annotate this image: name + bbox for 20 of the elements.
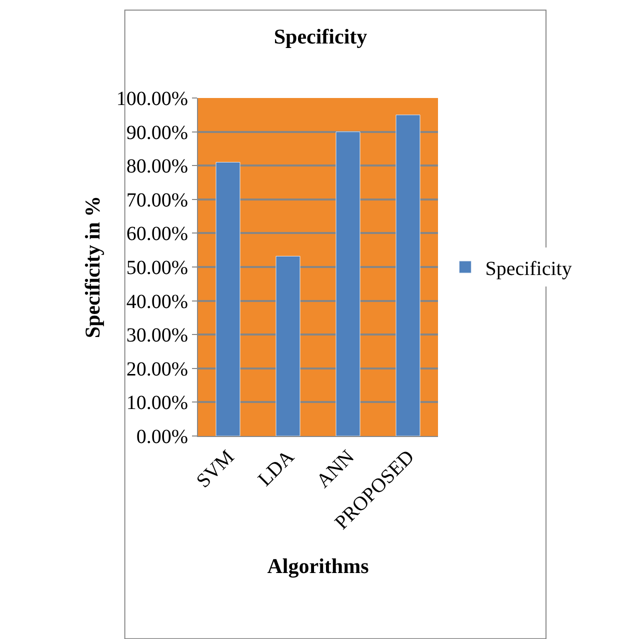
- y-tick-label: 60.00%: [126, 223, 188, 246]
- y-tick-label: 50.00%: [126, 257, 188, 279]
- y-tick-label: 40.00%: [126, 290, 188, 313]
- y-tick-label: 90.00%: [126, 122, 188, 144]
- x-tick-label: LDA: [254, 446, 299, 491]
- bar: [396, 114, 420, 436]
- legend-label: Specificity: [485, 258, 572, 280]
- y-tick-label: 100.00%: [116, 88, 188, 110]
- y-tick-label: 30.00%: [126, 324, 188, 347]
- y-tick-label: 20.00%: [126, 358, 188, 380]
- y-tick-label: 80.00%: [126, 156, 188, 178]
- y-tick-label: 0.00%: [136, 426, 188, 448]
- y-tick-label: 70.00%: [126, 189, 188, 212]
- y-tick-label: 10.00%: [126, 392, 188, 414]
- bar: [276, 256, 300, 436]
- x-axis-title: Algorithms: [267, 554, 369, 578]
- y-axis-title: Specificity in %: [80, 196, 104, 338]
- bar: [216, 162, 240, 436]
- chart-title: Specificity: [274, 24, 368, 48]
- bar: [336, 132, 360, 436]
